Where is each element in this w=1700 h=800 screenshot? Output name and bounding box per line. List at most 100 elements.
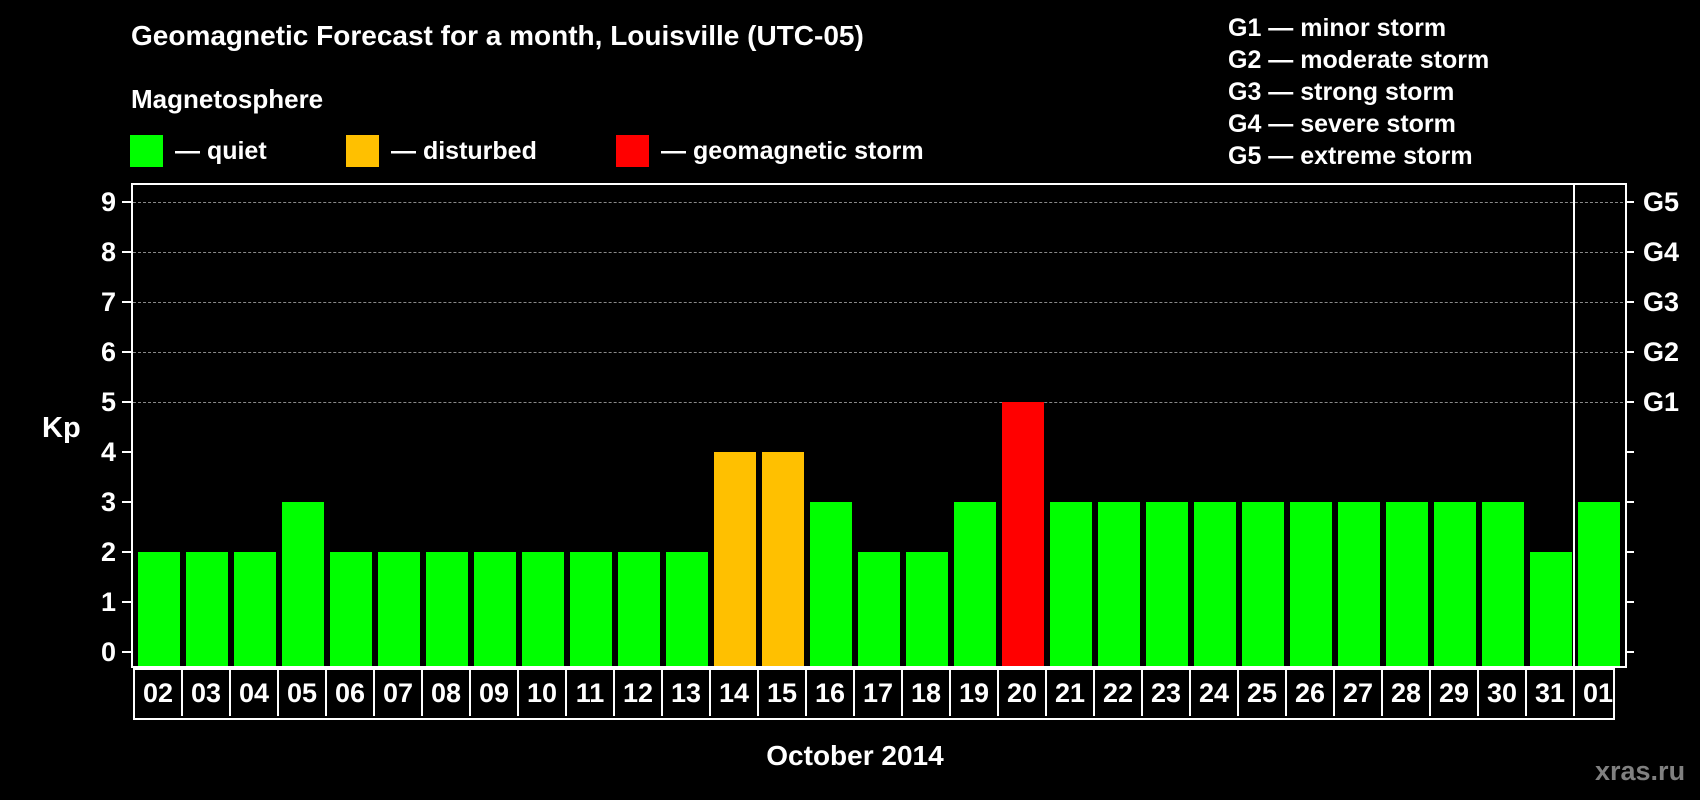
y-tick-mark: [122, 600, 131, 603]
y-tick-label: 9: [100, 186, 116, 217]
storm-level-label: G5: [1643, 186, 1680, 217]
legend-heading: Magnetosphere: [131, 84, 324, 114]
bar-29: [1434, 501, 1476, 666]
quiet-swatch-icon: [130, 135, 163, 167]
x-tick-label: 26: [1287, 670, 1335, 716]
legend-label: — quiet: [175, 136, 267, 165]
y-tick-mark-right: [1625, 650, 1634, 653]
storm-scale-legend: G1 — minor storm G2 — moderate storm G3 …: [1228, 12, 1489, 172]
x-tick-label: 24: [1191, 670, 1239, 716]
legend-label: — disturbed: [391, 136, 537, 165]
bar-22: [1098, 501, 1140, 666]
bar-07: [378, 551, 420, 666]
legend-item-disturbed: — disturbed: [346, 135, 537, 167]
x-tick-label: 13: [663, 670, 711, 716]
plot-area: [131, 183, 1627, 668]
x-tick-label: 18: [903, 670, 951, 716]
x-tick-label: 27: [1335, 670, 1383, 716]
x-tick-label: 01: [1582, 678, 1614, 708]
legend-label: — geomagnetic storm: [661, 136, 924, 165]
x-tick-label: 25: [1239, 670, 1287, 716]
legend-item-quiet: — quiet: [130, 135, 267, 167]
legend-item-storm: — geomagnetic storm: [616, 135, 924, 167]
chart-title: Geomagnetic Forecast for a month, Louisv…: [131, 20, 864, 51]
x-tick-label: 03: [183, 670, 231, 716]
storm-scale-g2: G2 — moderate storm: [1228, 46, 1490, 74]
x-tick-label: 08: [423, 670, 471, 716]
x-tick-label: 12: [615, 670, 663, 716]
y-tick-mark-right: [1625, 600, 1634, 603]
storm-scale-g3: G3 — strong storm: [1228, 78, 1455, 106]
y-tick-label: 0: [100, 636, 116, 667]
x-tick-label: 14: [711, 670, 759, 716]
bar-27: [1338, 501, 1380, 666]
bar-17: [858, 551, 900, 666]
y-tick-mark: [122, 200, 131, 203]
bar-06: [330, 551, 372, 666]
storm-scale-g5: G5 — extreme storm: [1228, 142, 1473, 170]
y-tick-mark: [122, 300, 131, 303]
bar-16: [810, 501, 852, 666]
x-tick-label: 22: [1095, 670, 1143, 716]
month-separator: [1573, 183, 1575, 668]
y-tick-mark-right: [1625, 250, 1634, 253]
storm-swatch-icon: [616, 135, 649, 167]
watermark: xras.ru: [1595, 756, 1686, 786]
x-tick-label: 04: [231, 670, 279, 716]
x-tick-label: 28: [1383, 670, 1431, 716]
bar-25: [1242, 501, 1284, 666]
bar-20: [1002, 401, 1044, 666]
y-tick-mark: [122, 250, 131, 253]
grid-line: [133, 201, 1623, 203]
y-tick-mark-right: [1625, 300, 1634, 303]
storm-level-label: G3: [1643, 286, 1680, 317]
x-tick-label: 16: [807, 670, 855, 716]
bar-05: [282, 501, 324, 666]
x-tick-label: 19: [951, 670, 999, 716]
y-tick-label: 1: [100, 586, 116, 617]
bar-18: [906, 551, 948, 666]
bar-21: [1050, 501, 1092, 666]
x-tick-label: 06: [327, 670, 375, 716]
y-tick-label: 6: [100, 336, 116, 367]
y-tick-mark: [122, 350, 131, 353]
storm-scale-g4: G4 — severe storm: [1228, 110, 1456, 138]
bar-04: [234, 551, 276, 666]
x-tick-label: 11: [567, 670, 615, 716]
storm-level-label: G4: [1643, 236, 1680, 267]
y-tick-mark: [122, 550, 131, 553]
bar-02: [138, 551, 180, 666]
grid-line: [133, 301, 1623, 303]
y-tick-mark: [122, 650, 131, 653]
y-tick-mark: [122, 450, 131, 453]
bar-28: [1386, 501, 1428, 666]
bar-24: [1194, 501, 1236, 666]
bar-13: [666, 551, 708, 666]
disturbed-swatch-icon: [346, 135, 379, 167]
bar-03: [186, 551, 228, 666]
grid-line: [133, 351, 1623, 353]
y-tick-label: 3: [100, 486, 116, 517]
storm-level-label: G2: [1643, 336, 1680, 367]
storm-scale-g1: G1 — minor storm: [1228, 14, 1447, 42]
x-tick-label: 30: [1479, 670, 1527, 716]
x-tick-label: 05: [279, 670, 327, 716]
x-tick-label: 29: [1431, 670, 1479, 716]
x-axis-line: [131, 666, 1627, 668]
y-tick-label: 5: [100, 386, 116, 417]
y-tick-mark: [122, 400, 131, 403]
bar-26: [1290, 501, 1332, 666]
x-tick-label: 21: [1047, 670, 1095, 716]
x-tick-label: 17: [855, 670, 903, 716]
grid-line: [133, 251, 1623, 253]
bar-12: [618, 551, 660, 666]
x-axis-title: October 2014: [766, 740, 944, 771]
y-tick-mark-right: [1625, 550, 1634, 553]
x-tick-label: 02: [135, 670, 183, 716]
bar-19: [954, 501, 996, 666]
y-tick-mark: [122, 500, 131, 503]
bar-30: [1482, 501, 1524, 666]
bar-23: [1146, 501, 1188, 666]
bar-10: [522, 551, 564, 666]
x-tick-label: 15: [759, 670, 807, 716]
